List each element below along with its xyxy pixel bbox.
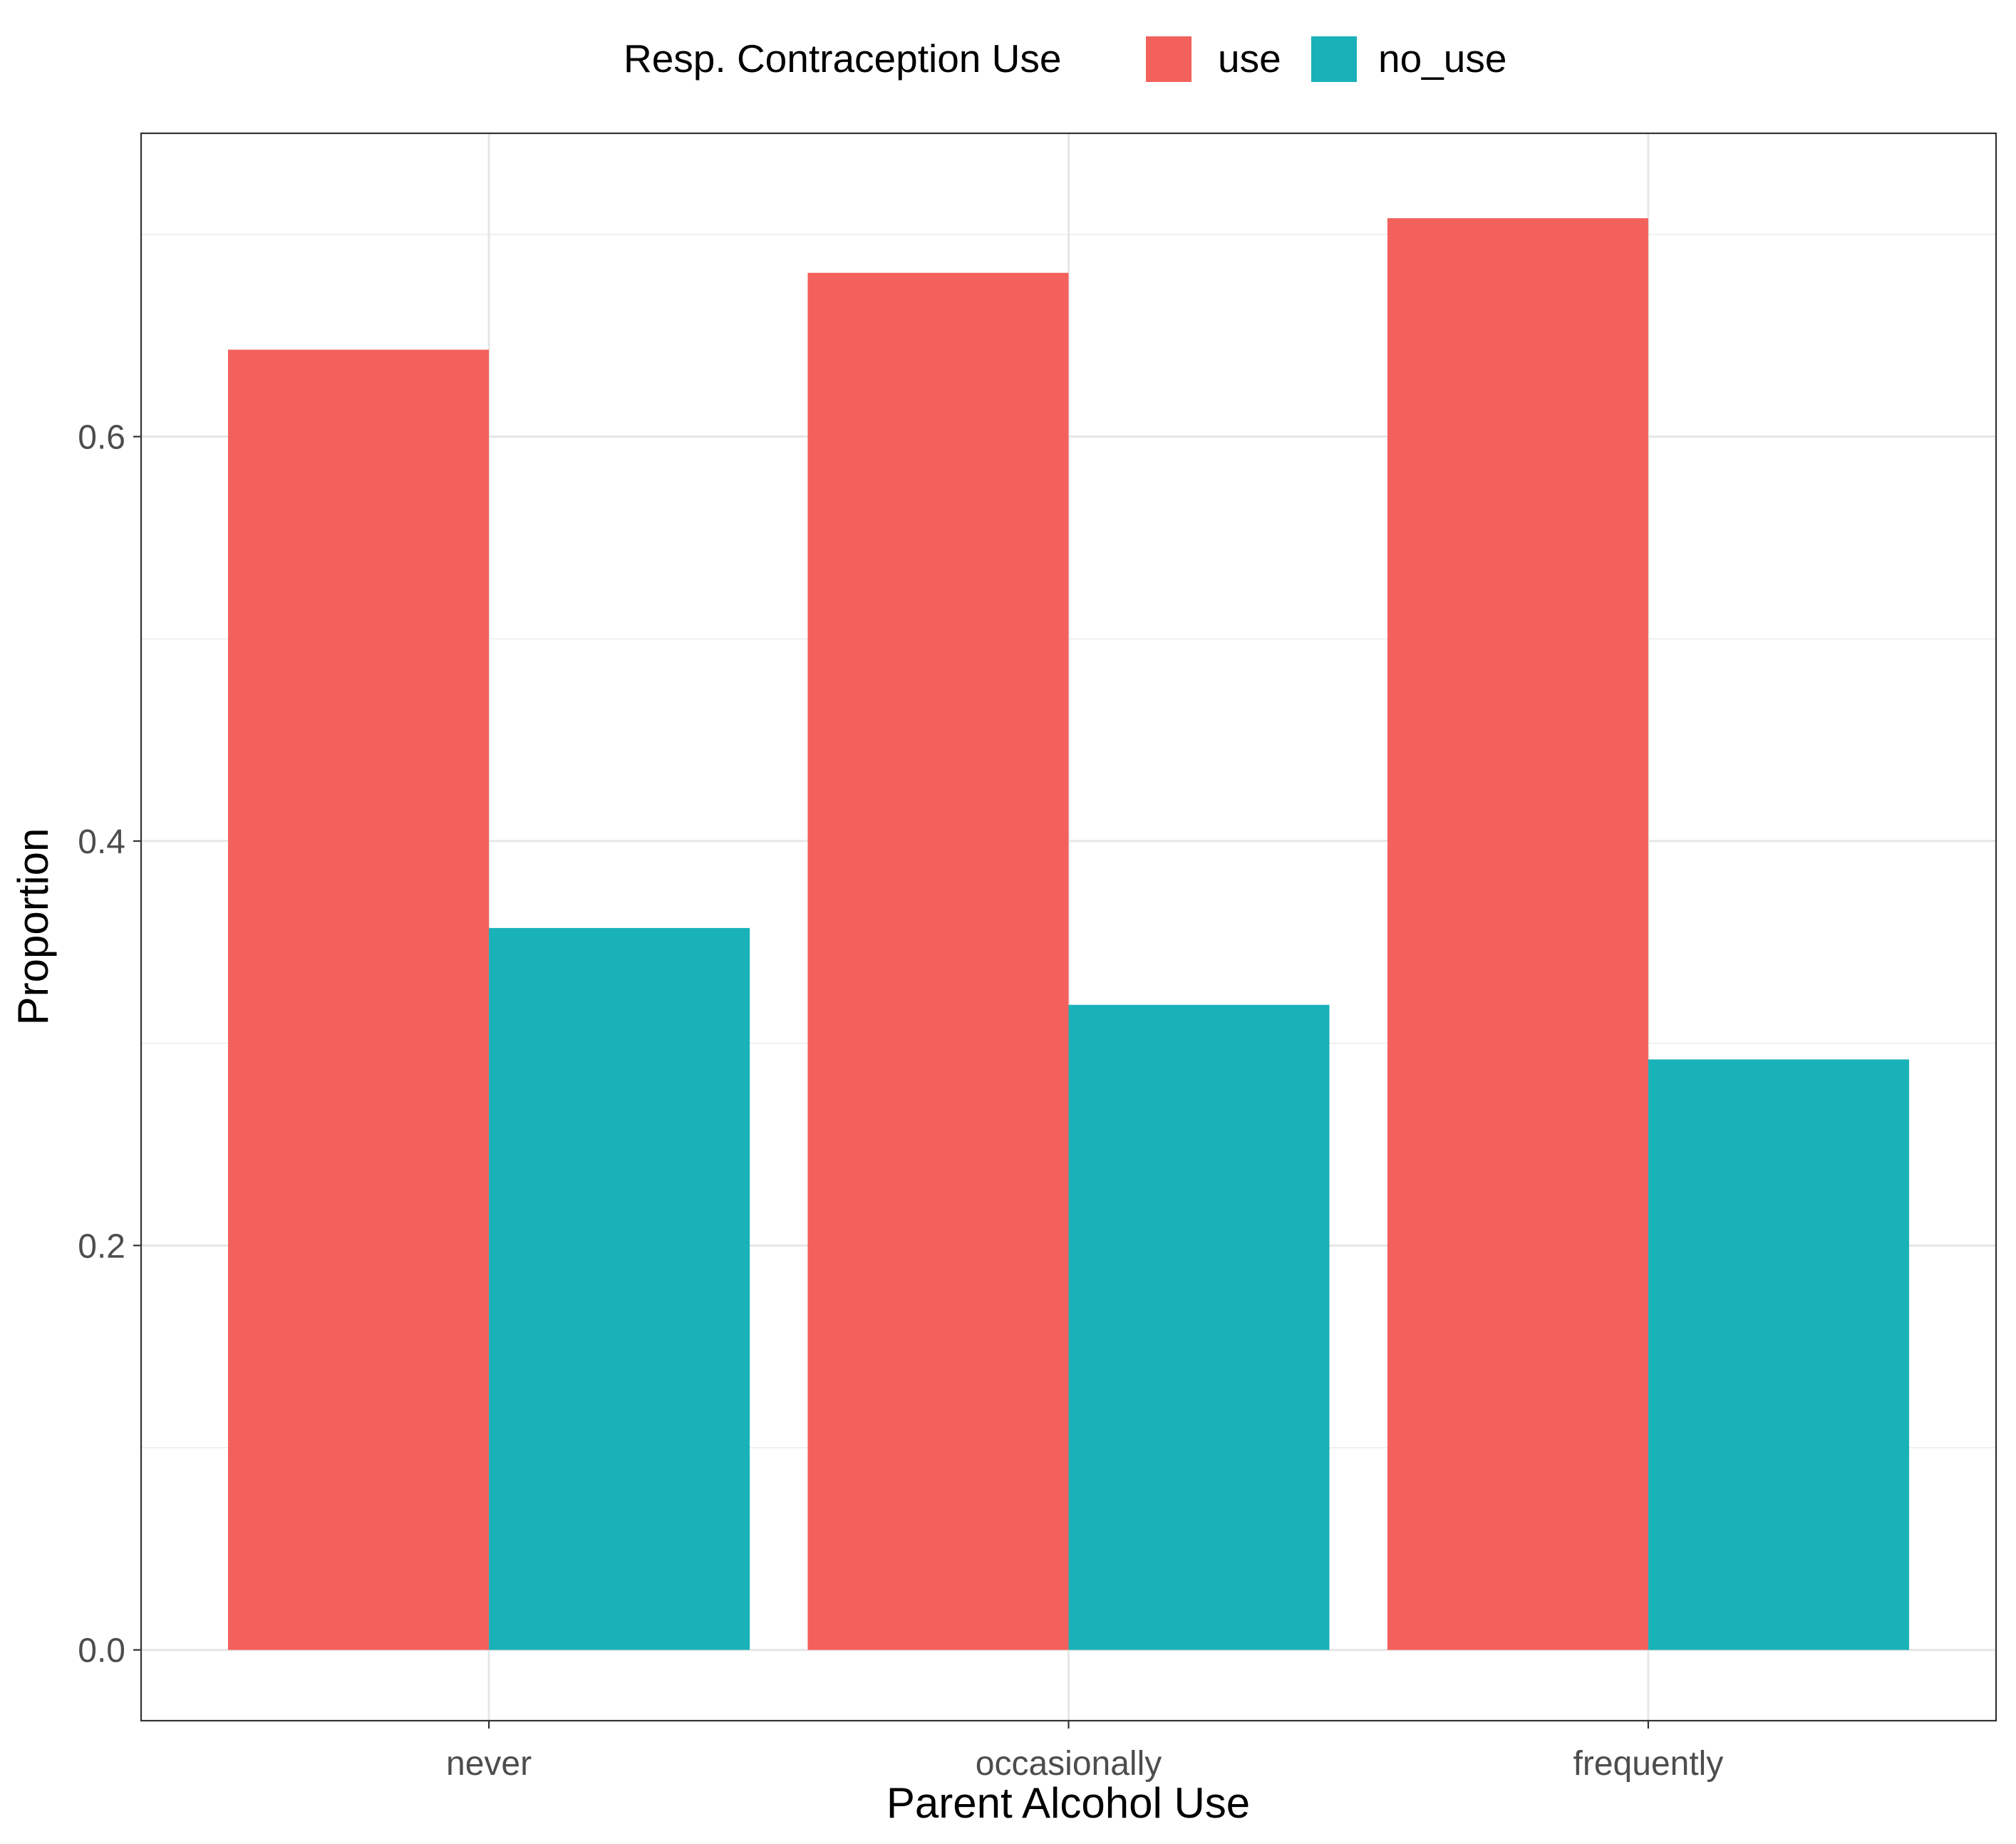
y-tick-label: 0.6 bbox=[78, 419, 125, 457]
y-tick-label: 0.2 bbox=[78, 1227, 125, 1265]
y-axis: 0.0 0.2 0.4 0.6 bbox=[78, 419, 141, 1670]
x-tick-label-frequently: frequently bbox=[1573, 1745, 1724, 1783]
bar-use-never bbox=[228, 349, 490, 1650]
legend-key-no-use bbox=[1311, 36, 1357, 82]
y-tick-label: 0.0 bbox=[78, 1632, 125, 1670]
bar-no-use-occasionally bbox=[1068, 1004, 1330, 1650]
legend-key-use bbox=[1146, 36, 1191, 82]
legend-label-use: use bbox=[1218, 36, 1281, 81]
legend-label-no-use: no_use bbox=[1378, 36, 1506, 81]
legend-title: Resp. Contraception Use bbox=[624, 36, 1061, 81]
y-axis-title: Proportion bbox=[9, 828, 57, 1026]
x-axis-title: Parent Alcohol Use bbox=[886, 1779, 1250, 1827]
bar-use-occasionally bbox=[807, 272, 1069, 1650]
y-tick-label: 0.4 bbox=[78, 823, 125, 861]
bars bbox=[228, 218, 1909, 1650]
x-tick-label-never: never bbox=[446, 1745, 532, 1783]
x-tick-label-occasionally: occasionally bbox=[976, 1745, 1162, 1783]
x-axis: never occasionally frequently bbox=[446, 1721, 1723, 1783]
legend: Resp. Contraception Use use no_use bbox=[624, 36, 1506, 82]
bar-no-use-frequently bbox=[1648, 1059, 1909, 1650]
bar-use-frequently bbox=[1387, 218, 1648, 1650]
bar-no-use-never bbox=[489, 927, 750, 1650]
